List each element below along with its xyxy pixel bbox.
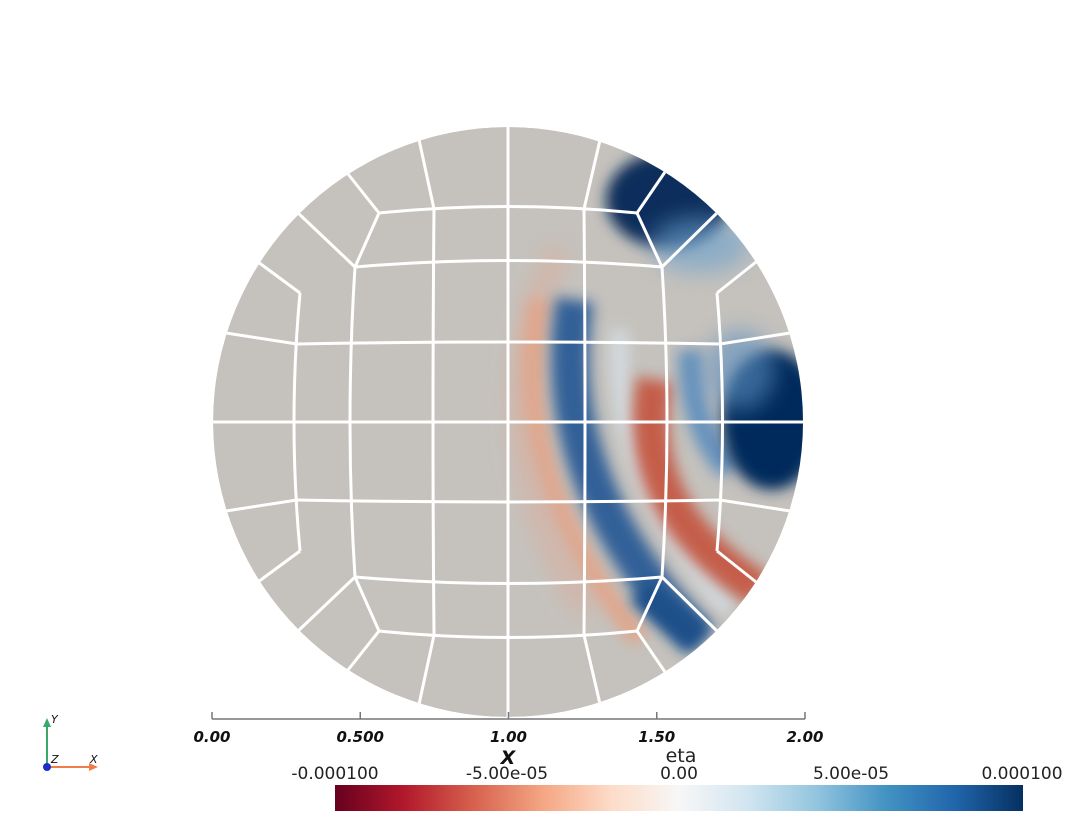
x-tick-label: 2.00 <box>786 728 823 746</box>
x-tick-label: 0.500 <box>337 728 384 746</box>
colorbar-title: eta <box>666 745 697 767</box>
colorbar-tick-label: -0.000100 <box>291 764 378 784</box>
triad-x-arrowhead <box>89 763 98 771</box>
colorbar-labels: -0.000100 -5.00e-05 0.00 5.00e-05 0.000100 <box>291 764 1062 784</box>
blob-top-right-halo <box>650 217 750 273</box>
triad-z-label: Z <box>50 753 59 766</box>
triad-y-label: Y <box>51 713 59 726</box>
colorbar-tick-label: 5.00e-05 <box>813 764 889 784</box>
colorbar-tick-label: 0.00 <box>660 764 698 784</box>
x-axis: 0.00 0.500 1.00 1.50 2.00 X <box>193 712 824 769</box>
x-axis-ticks: 0.00 0.500 1.00 1.50 2.00 <box>193 712 824 746</box>
colorbar: eta -0.000100 -5.00e-05 0.00 5.00e-05 0.0001… <box>291 745 1063 811</box>
colorbar-tick-label: -5.00e-05 <box>466 764 548 784</box>
x-axis-title: X <box>500 747 517 769</box>
colorbar-tick-label: 0.000100 <box>981 764 1062 784</box>
x-tick-label: 0.00 <box>193 728 230 746</box>
wave-ring-faint-red <box>509 244 595 616</box>
triad-x-label: X <box>89 753 98 766</box>
colorbar-gradient <box>335 785 1023 811</box>
eta-field <box>213 127 803 717</box>
x-tick-label: 1.00 <box>490 728 527 746</box>
x-tick-label: 1.50 <box>638 728 675 746</box>
triad-y-arrowhead <box>43 718 51 727</box>
wave-ring-red-inner <box>633 376 770 606</box>
orientation-triad: Y X Z <box>43 713 98 771</box>
wave-ring-red-outer <box>522 297 648 647</box>
triad-z-point <box>43 763 51 771</box>
mesh-lines <box>213 127 803 717</box>
wave-tail-blue <box>630 578 710 652</box>
